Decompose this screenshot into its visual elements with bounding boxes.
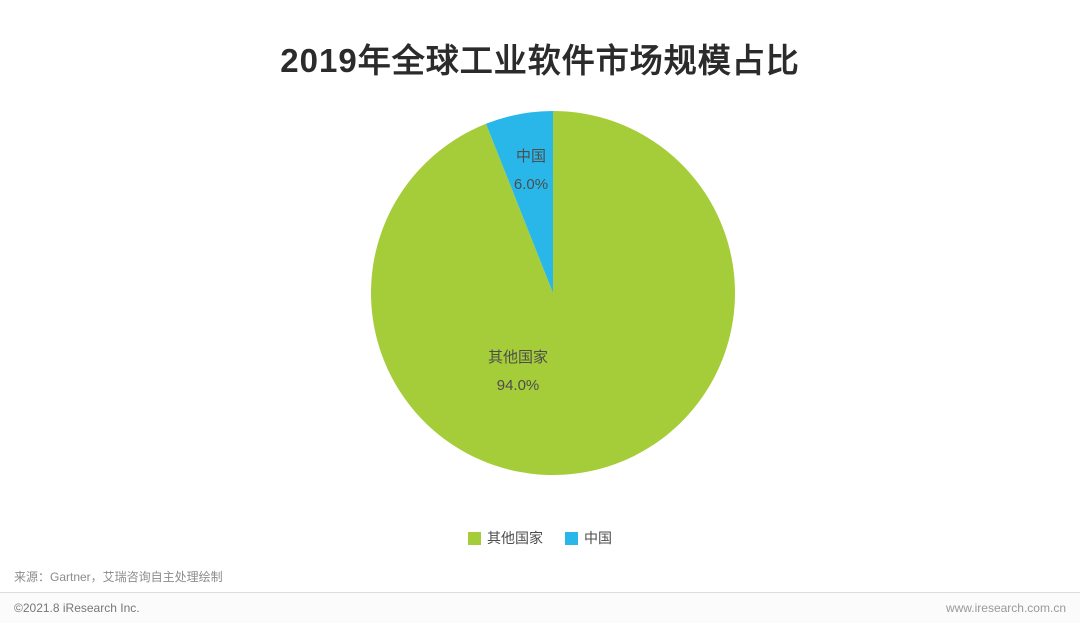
source-note: 来源：Gartner，艾瑞咨询自主处理绘制 <box>14 570 223 584</box>
pie-slice-0 <box>370 111 735 475</box>
footer-website-link[interactable]: www.iresearch.com.cn <box>945 601 1066 615</box>
legend-swatch-china <box>565 531 578 545</box>
pie-svg <box>370 111 735 475</box>
legend-swatch-other-countries <box>468 531 481 545</box>
slice-label-other-countries: 其他国家 94.0% <box>488 344 548 400</box>
chart-title: 2019年全球工业软件市场规模占比 <box>280 42 800 79</box>
legend-item-other-countries: 其他国家 <box>468 528 543 548</box>
legend-label-other-countries: 其他国家 <box>487 530 543 546</box>
legend-label-china: 中国 <box>584 530 612 546</box>
pie-slice-1 <box>486 111 553 293</box>
legend-item-china: 中国 <box>565 528 612 548</box>
slice-label-china: 中国 6.0% <box>514 143 548 199</box>
slice-label-china-value: 6.0% <box>513 176 549 193</box>
footer-bar: ©2021.8 iResearch Inc. www.iresearch.com… <box>0 592 1080 623</box>
slice-label-other-name: 其他国家 <box>487 349 549 366</box>
pie-chart <box>363 103 743 483</box>
slice-label-other-value: 94.0% <box>496 377 540 394</box>
legend: 其他国家 中国 <box>0 528 1080 548</box>
slice-label-china-name: 中国 <box>515 148 547 165</box>
footer-copyright: ©2021.8 iResearch Inc. <box>14 601 140 615</box>
